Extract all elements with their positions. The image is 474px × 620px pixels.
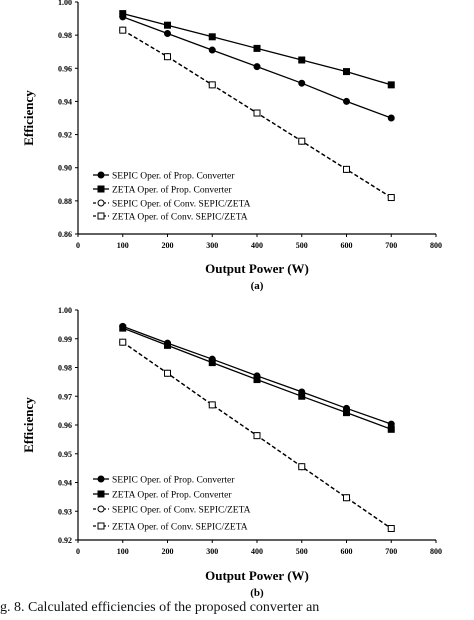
panel-b-x-tick-label: 100 <box>117 547 129 556</box>
panel-a-series-4-point <box>387 194 395 202</box>
panel-b-y-tick-label: 0.97 <box>58 392 72 401</box>
panel-b-series-4-point <box>343 494 350 502</box>
panel-a-series-1-point <box>387 114 395 122</box>
panel-a-x-tick-label: 400 <box>251 241 263 250</box>
panel-a-x-axis-title: Output Power (W) <box>205 261 309 276</box>
panel-b-series-4-point <box>164 369 171 377</box>
panel-b-x-tick-label: 0 <box>76 547 80 556</box>
panel-b-legend-swatch-marker <box>97 475 105 483</box>
panel-b-legend-label: SEPIC Oper. of Conv. SEPIC/ZETA <box>112 505 251 516</box>
panel-b-series-4-point <box>387 525 395 532</box>
panel-b-legend-swatch-marker <box>97 490 105 498</box>
panel-a-series-4-point <box>119 26 127 34</box>
panel-a-x-tick-label: 300 <box>206 241 218 250</box>
panel-a-y-tick-label: 0.86 <box>58 230 72 239</box>
panel-b-x-tick-label: 700 <box>385 547 397 556</box>
panel-b-series-2-point <box>387 425 395 433</box>
panel-a-series-1-point <box>343 97 350 105</box>
panel-a-legend-swatch-marker <box>97 185 105 193</box>
panel-a-series-4-point <box>253 109 261 117</box>
panel-b-x-tick-label: 200 <box>162 547 174 556</box>
panel-a-series-1-point <box>208 46 216 54</box>
panel-b-y-tick-label: 0.96 <box>58 421 72 430</box>
panel-a-y-axis-title: Efficiency <box>21 90 36 146</box>
panel-a-series-1-point <box>253 63 261 71</box>
panel-b-series-2-point <box>164 341 171 349</box>
panel-a-legend-swatch-marker <box>97 171 105 179</box>
panel-b-y-tick-label: 0.93 <box>58 507 72 516</box>
panel-a-x-tick-label: 100 <box>117 241 129 250</box>
panel-b-series-2-point <box>119 324 127 332</box>
panel-b-series-4-point <box>119 338 127 346</box>
panel-a-x-tick-label: 600 <box>341 241 353 250</box>
panel-b-legend-label: SEPIC Oper. of Prop. Converter <box>112 475 235 486</box>
panel-b-x-tick-label: 600 <box>341 547 353 556</box>
panel-b-series-2-point <box>208 359 216 367</box>
panel-a-y-tick-label: 0.92 <box>58 131 72 140</box>
panel-b-series-4-point <box>298 463 306 471</box>
panel-b-y-axis-title: Efficiency <box>21 397 36 453</box>
panel-a-series-4-point <box>164 53 171 61</box>
panel-b-series-2-point <box>253 376 261 384</box>
panel-a-legend-label: ZETA Oper. of Conv. SEPIC/ZETA <box>112 212 248 223</box>
panel-b-x-tick-label: 500 <box>296 547 308 556</box>
panel-a-series-2-point <box>253 44 261 52</box>
panel-a-y-tick-label: 0.90 <box>58 164 72 173</box>
panel-b-y-tick-label: 0.98 <box>58 364 72 373</box>
panel-b-x-tick-label: 400 <box>251 547 263 556</box>
panel-a-series-4-point <box>208 81 216 89</box>
panel-a-series-2-point <box>343 68 350 76</box>
panel-a-series-2-point <box>208 33 216 41</box>
panel-a-series-1-point <box>298 79 306 87</box>
panel-a-y-tick-label: 0.98 <box>58 31 72 40</box>
panel-a-x-tick-label: 800 <box>430 241 442 250</box>
panel-a-label: (a) <box>251 280 264 292</box>
panel-b-y-tick-label: 0.94 <box>58 479 72 488</box>
panel-a-series-2-point <box>119 10 127 18</box>
panel-b-legend-swatch-marker <box>97 522 105 530</box>
panel-b-x-axis-title: Output Power (W) <box>205 568 309 583</box>
figure-caption: g. 8. Calculated efficiencies of the pro… <box>0 600 320 615</box>
panel-a-series-4-point <box>343 165 350 173</box>
panel-a-legend-swatch-marker <box>97 199 105 207</box>
panel-a-x-tick-label: 700 <box>385 241 397 250</box>
panel-a-y-tick-label: 1.00 <box>58 0 72 7</box>
panel-b-legend-label: ZETA Oper. of Prop. Converter <box>112 490 232 501</box>
panel-a-series-2-point <box>298 56 306 64</box>
panel-a-series-4-point <box>298 137 306 145</box>
panel-a-series-1-point <box>164 29 171 37</box>
panel-a-y-tick-label: 0.96 <box>58 64 72 73</box>
panel-a-y-tick-label: 0.88 <box>58 197 72 206</box>
panel-b-y-tick-label: 0.99 <box>58 335 72 344</box>
panel-a-x-tick-label: 500 <box>296 241 308 250</box>
panel-b-series-2-point <box>343 409 350 417</box>
panel-b-series-4-point <box>208 401 216 409</box>
panel-a-series-2-point <box>387 81 395 89</box>
panel-a-y-tick-label: 0.94 <box>58 97 72 106</box>
panel-b-x-tick-label: 800 <box>430 547 442 556</box>
panel-b-y-tick-label: 1.00 <box>58 306 72 315</box>
panel-b-x-tick-label: 300 <box>206 547 218 556</box>
panel-a-x-tick-label: 200 <box>162 241 174 250</box>
panel-b-y-tick-label: 0.92 <box>58 536 72 545</box>
panel-a-legend-label: SEPIC Oper. of Conv. SEPIC/ZETA <box>112 199 251 210</box>
panel-b-series-2-point <box>298 392 306 400</box>
panel-a-x-tick-label: 0 <box>76 241 80 250</box>
panel-a-legend-label: ZETA Oper. of Prop. Converter <box>112 185 232 196</box>
panel-b-series-4-point <box>253 432 261 440</box>
panel-b-legend-swatch-marker <box>97 505 105 513</box>
panel-b-label: (b) <box>250 587 264 599</box>
panel-b-legend-label: ZETA Oper. of Conv. SEPIC/ZETA <box>112 522 248 533</box>
panel-b-y-tick-label: 0.95 <box>58 450 72 459</box>
panel-a-legend-swatch-marker <box>97 212 105 220</box>
panel-a-legend-label: SEPIC Oper. of Prop. Converter <box>112 171 235 182</box>
panel-a-series-2-point <box>164 21 171 29</box>
